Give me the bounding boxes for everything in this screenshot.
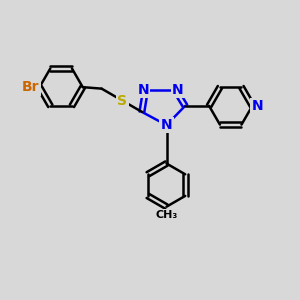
Text: N: N bbox=[252, 99, 263, 113]
Text: N: N bbox=[137, 83, 149, 97]
Text: S: S bbox=[117, 94, 128, 108]
Text: N: N bbox=[161, 118, 172, 132]
Text: CH₃: CH₃ bbox=[155, 210, 178, 220]
Text: Br: Br bbox=[22, 80, 39, 94]
Text: N: N bbox=[172, 83, 184, 97]
